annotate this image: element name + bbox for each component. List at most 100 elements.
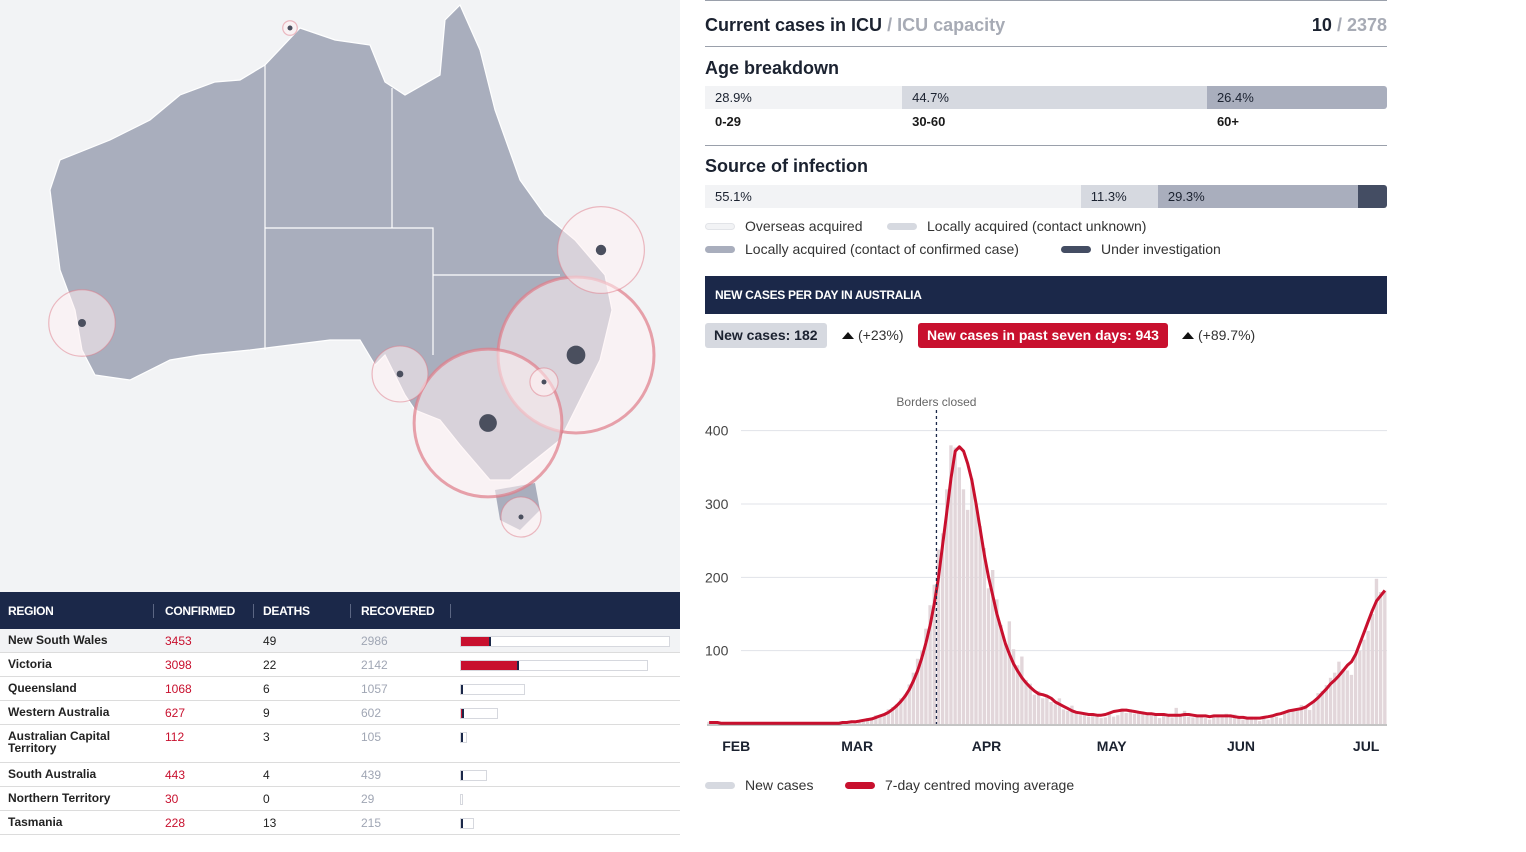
new-cases-bar[interactable] (1333, 672, 1337, 724)
new-cases-bar[interactable] (1016, 665, 1020, 724)
bar-segment[interactable]: 29.3% (1157, 185, 1358, 208)
new-cases-bar[interactable] (1136, 710, 1141, 724)
header-recovered[interactable]: RECOVERED (361, 603, 435, 618)
new-cases-bar[interactable] (970, 478, 974, 724)
new-cases-bar[interactable] (1299, 704, 1304, 724)
new-cases-bar[interactable] (953, 447, 957, 724)
new-cases-bar[interactable] (1320, 691, 1324, 724)
new-cases-bar[interactable] (1195, 714, 1199, 724)
new-cases-bar[interactable] (957, 467, 961, 724)
new-cases-bar[interactable] (1287, 711, 1291, 724)
bar-segment[interactable]: 28.9% (705, 86, 903, 109)
new-cases-bar[interactable] (1024, 680, 1028, 724)
new-cases-chart[interactable]: 100 200 300 400 Borders closed FEB MAR APR MAY JU… (705, 380, 1387, 770)
new-cases-bar[interactable] (1066, 710, 1070, 724)
new-cases-bar[interactable] (1049, 702, 1053, 724)
new-cases-bar[interactable] (707, 721, 711, 724)
new-cases-bar[interactable] (1153, 715, 1158, 724)
bar-segment[interactable]: 44.7% (902, 86, 1207, 109)
new-cases-bar[interactable] (1007, 621, 1012, 724)
new-cases-bar[interactable] (1374, 578, 1379, 724)
new-cases-bar[interactable] (1362, 639, 1366, 724)
new-cases-bar[interactable] (1091, 715, 1095, 724)
new-cases-bar[interactable] (890, 707, 895, 724)
new-cases-bar[interactable] (1191, 717, 1195, 724)
new-cases-bar[interactable] (982, 548, 987, 724)
table-row[interactable]: Western Australia 627 9 602 (0, 701, 680, 725)
new-cases-bar[interactable] (1291, 709, 1295, 724)
new-cases-bar[interactable] (1249, 716, 1254, 724)
new-cases-bar[interactable] (886, 709, 891, 724)
australia-map[interactable] (0, 0, 680, 592)
new-cases-bar[interactable] (1053, 704, 1057, 724)
new-cases-bar[interactable] (1128, 709, 1133, 724)
new-cases-bar[interactable] (1036, 691, 1041, 724)
new-cases-bar[interactable] (915, 658, 920, 724)
new-cases-bar[interactable] (978, 526, 982, 724)
new-cases-bar[interactable] (1124, 713, 1128, 724)
new-cases-bar[interactable] (1303, 706, 1308, 724)
new-cases-bar[interactable] (1011, 649, 1016, 724)
header-region[interactable]: REGION (8, 603, 54, 618)
bar-segment[interactable]: 11.3% (1080, 185, 1158, 208)
new-cases-bar[interactable] (1207, 719, 1212, 724)
new-cases-bar[interactable] (1274, 716, 1279, 724)
new-cases-bar[interactable] (928, 605, 932, 724)
new-cases-bar[interactable] (857, 722, 861, 724)
new-cases-bar[interactable] (1312, 702, 1316, 724)
new-cases-bar[interactable] (1216, 715, 1220, 724)
new-cases-bar[interactable] (986, 588, 991, 724)
new-cases-bar[interactable] (861, 720, 866, 724)
new-cases-bar[interactable] (911, 672, 916, 724)
new-cases-bar[interactable] (965, 509, 970, 724)
new-cases-bar[interactable] (924, 628, 928, 724)
new-cases-bar[interactable] (1182, 710, 1187, 724)
table-row[interactable]: South Australia 443 4 439 (0, 763, 680, 787)
new-cases-bar[interactable] (882, 713, 886, 724)
new-cases-bar[interactable] (1003, 643, 1007, 724)
new-cases-bar[interactable] (1337, 661, 1341, 724)
new-cases-bar[interactable] (961, 489, 966, 724)
new-cases-bar[interactable] (1086, 716, 1091, 724)
new-cases-bar[interactable] (1212, 716, 1216, 724)
new-cases-bar[interactable] (1341, 669, 1345, 724)
new-cases-bar[interactable] (1095, 715, 1099, 724)
new-cases-bar[interactable] (1145, 712, 1149, 724)
new-cases-bar[interactable] (1366, 630, 1370, 724)
new-cases-bar[interactable] (1178, 715, 1183, 724)
new-cases-bar[interactable] (1120, 708, 1124, 724)
new-cases-bar[interactable] (1157, 718, 1162, 724)
new-cases-bar[interactable] (1078, 715, 1082, 724)
new-cases-bar[interactable] (1245, 718, 1249, 724)
new-cases-bar[interactable] (1220, 717, 1224, 724)
new-cases-bar[interactable] (1057, 698, 1062, 724)
table-row[interactable]: Queensland 1068 6 1057 (0, 677, 680, 701)
new-cases-bar[interactable] (1232, 714, 1237, 724)
new-cases-bar[interactable] (1170, 717, 1174, 724)
new-cases-bar[interactable] (1349, 674, 1354, 724)
new-cases-bar[interactable] (1199, 716, 1203, 724)
new-cases-bar[interactable] (1082, 713, 1087, 724)
new-cases-bar[interactable] (903, 694, 907, 724)
new-cases-bar[interactable] (1103, 717, 1107, 724)
new-cases-bar[interactable] (1257, 721, 1262, 724)
new-cases-bar[interactable] (1099, 718, 1103, 724)
new-cases-bar[interactable] (1141, 714, 1145, 724)
new-cases-bar[interactable] (907, 684, 911, 724)
new-cases-bar[interactable] (1041, 698, 1045, 724)
new-cases-bar[interactable] (1149, 715, 1153, 724)
new-cases-bar[interactable] (1107, 713, 1112, 724)
new-cases-bar[interactable] (1324, 685, 1329, 724)
new-cases-bar[interactable] (1116, 715, 1120, 724)
new-cases-bar[interactable] (1358, 650, 1362, 724)
new-cases-bar[interactable] (1045, 696, 1049, 724)
new-cases-bar[interactable] (1253, 719, 1258, 724)
new-cases-bar[interactable] (1166, 716, 1170, 724)
new-cases-bar[interactable] (874, 715, 878, 724)
header-confirmed[interactable]: CONFIRMED (165, 603, 235, 618)
bar-segment[interactable]: 55.1% (705, 185, 1081, 208)
new-cases-bar[interactable] (999, 625, 1003, 724)
new-cases-bar[interactable] (1283, 713, 1287, 724)
new-cases-bar[interactable] (920, 650, 924, 724)
new-cases-bar[interactable] (1061, 709, 1066, 724)
